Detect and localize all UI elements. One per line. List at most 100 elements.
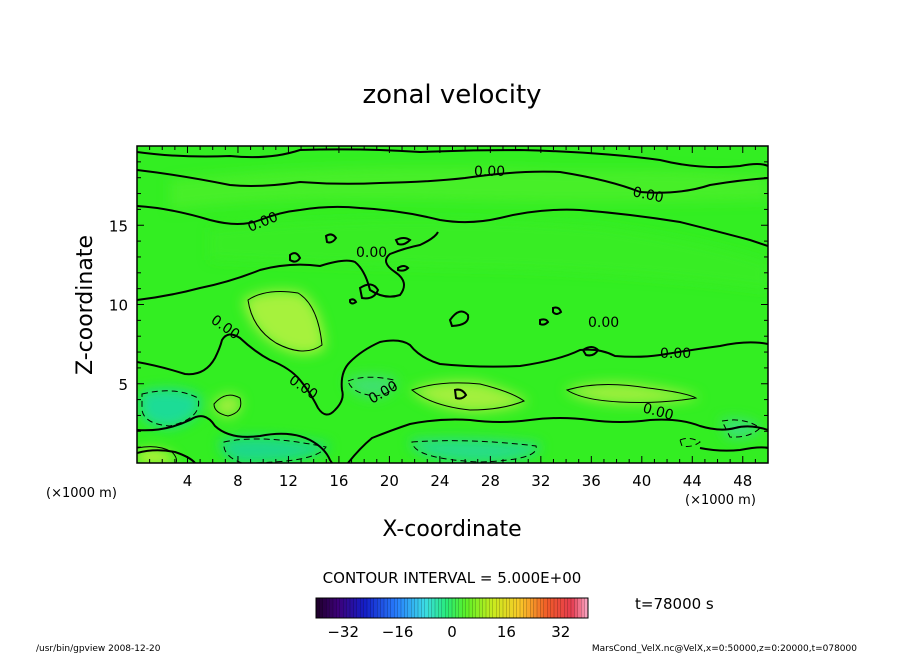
colorbar-cell [577,598,582,618]
colorbar-cell [533,598,538,618]
contour-label: 0.00 [660,346,691,362]
colorbar-cell [509,598,514,618]
x-tick-label: 20 [380,472,399,490]
colorbar-cell [482,598,487,618]
colorbar-cell [407,598,412,618]
colorbar-cell [523,598,528,618]
negative-contours [141,376,761,463]
colorbar-cell [414,598,419,618]
x-tick-label: 44 [683,472,702,490]
colorbar-cell [431,598,436,618]
colorbar-frame [315,597,589,619]
colorbar-cell [452,598,456,618]
colorbar-cell [394,598,398,618]
contour-label: 0.00 [356,245,387,261]
colorbar-cell [367,598,371,618]
colorbar-cell [530,598,534,618]
colorbar-cell [506,598,511,618]
colorbar-cell [353,598,358,618]
colorbar [315,598,589,618]
colorbar-cell [445,598,449,618]
contour-label: 0.00 [641,400,675,424]
colorbar-cell [329,598,334,618]
colorbar-cell [356,598,361,618]
colorbar-cell [435,598,439,618]
x-tick-labels: 4 8 12 16 20 24 28 32 36 40 44 48 [183,472,753,490]
colorbar-cell [564,598,568,618]
y-tick-label: 15 [109,217,128,235]
colorbar-cell [543,598,548,618]
colorbar-cell [350,598,354,618]
colorbar-tick-label: 16 [497,623,516,641]
colorbar-cell [503,598,507,618]
colorbar-cell [581,598,585,618]
colorbar-cell [401,598,405,618]
x-unit-right: (×1000 m) [685,493,756,508]
contour-label: 0.00 [631,184,665,206]
colorbar-cell [421,598,426,618]
y-tick-label: 10 [109,297,128,315]
x-tick-label: 12 [279,472,298,490]
colorbar-cell [486,598,490,618]
colorbar-cell [380,598,385,618]
y-tick-label: 5 [118,376,128,394]
colorbar-cell [370,598,375,618]
colorbar-cell [363,598,368,618]
colorbar-cell [316,598,320,618]
colorbar-cell [404,598,409,618]
time-text: t=78000 s [635,595,714,613]
colorbar-cell [469,598,473,618]
colorbar-cell [373,598,378,618]
colorbar-cell [574,598,579,618]
colorbar-cell [319,598,324,618]
x-tick-label: 48 [733,472,752,490]
colorbar-cell [458,598,463,618]
contour-label: 0.00 [588,315,619,331]
x-tick-label: 36 [582,472,601,490]
colorbar-cell [499,598,504,618]
colorbar-cell [333,598,337,618]
contour-interval-text: CONTOUR INTERVAL = 5.000E+00 [323,569,582,587]
colorbar-tick-labels: −32 −16 0 16 32 [327,623,570,641]
chart-title: zonal velocity [362,80,541,110]
colorbar-cell [550,598,555,618]
colorbar-cell [360,598,364,618]
positive-contours [137,291,698,463]
colorbar-cell [339,598,344,618]
colorbar-cell [322,598,327,618]
colorbar-cell [377,598,381,618]
colorbar-cell [448,598,453,618]
colorbar-cell [489,598,494,618]
colorbar-cell [526,598,531,618]
colorbar-cell [428,598,432,618]
x-tick-label: 24 [430,472,449,490]
colorbar-cell [513,598,517,618]
colorbar-cell [547,598,551,618]
colorbar-cell [520,598,524,618]
colorbar-cell [554,598,558,618]
colorbar-tick-label: −32 [327,623,359,641]
colorbar-cell [571,598,575,618]
colorbar-cell [336,598,341,618]
colorbar-cell [516,598,521,618]
colorbar-cell [540,598,545,618]
y-axis-title: Z-coordinate [73,235,98,375]
colorbar-cell [411,598,415,618]
colorbar-cell [455,598,460,618]
colorbar-tick-label: 32 [551,623,570,641]
colorbar-cell [441,598,446,618]
colorbar-cell [557,598,562,618]
colorbar-cell [462,598,466,618]
colorbar-cell [346,598,351,618]
x-tick-label: 8 [233,472,243,490]
axis-ticks [137,146,768,463]
colorbar-tick-label: 0 [447,623,457,641]
colorbar-cell [475,598,480,618]
x-tick-label: 40 [632,472,651,490]
x-tick-label: 16 [329,472,348,490]
colorbar-cell [424,598,429,618]
plot-area [137,146,768,463]
colorbar-cell [496,598,500,618]
colorbar-cell [326,598,330,618]
